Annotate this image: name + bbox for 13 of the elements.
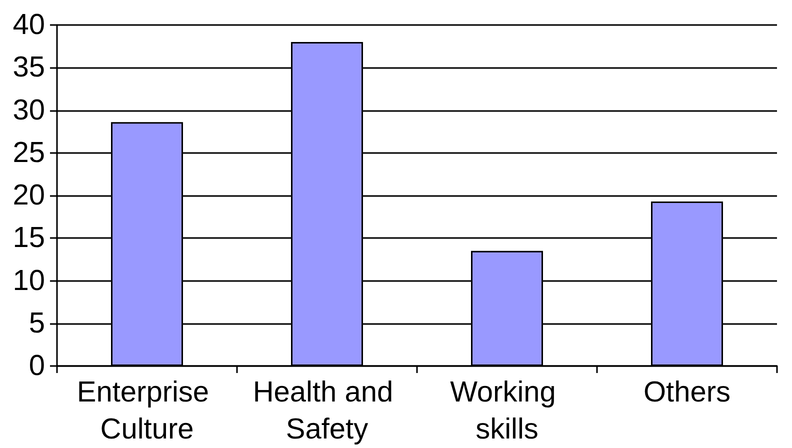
x-tick-label: Working skills: [450, 376, 564, 446]
y-tick-label: 5: [28, 307, 45, 340]
y-tick-label: 30: [12, 94, 45, 126]
y-tick-label: 10: [12, 264, 45, 297]
y-tick-label: 40: [12, 9, 45, 41]
y-tick-label: 15: [12, 222, 45, 254]
x-tick-label: Health and Safety: [252, 376, 402, 446]
y-tick-label: 25: [12, 136, 45, 169]
x-tick-label: Others: [643, 376, 731, 408]
y-tick-label: 0: [28, 350, 45, 382]
y-tick-label: 35: [12, 52, 45, 84]
y-tick-label: 20: [12, 180, 45, 212]
x-tick-label: Enterprise Culture: [76, 376, 218, 446]
